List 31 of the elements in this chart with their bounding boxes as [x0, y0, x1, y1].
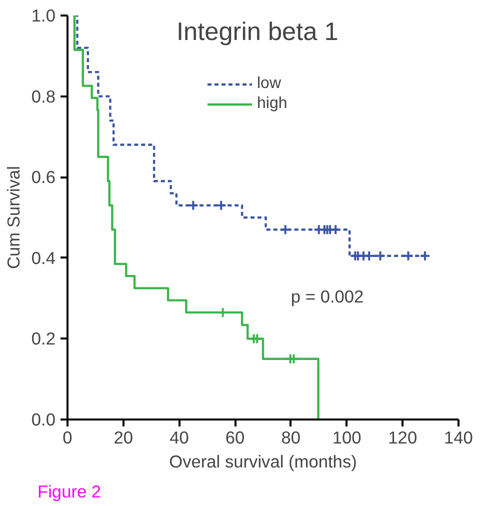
y-tick-label: 0.8	[31, 86, 56, 106]
point	[330, 224, 342, 236]
point	[288, 353, 300, 364]
x-tick-label: 0	[62, 428, 72, 448]
y-tick-label: 0.2	[31, 328, 56, 349]
caption: Figure 2	[38, 482, 102, 502]
x-tick-label: 20	[114, 428, 133, 448]
legend-label: low	[257, 75, 282, 93]
legend-label: high	[257, 95, 288, 113]
y-tick-label: 0.6	[31, 167, 56, 188]
point	[402, 250, 414, 262]
point	[374, 250, 386, 262]
point	[216, 200, 227, 211]
point	[419, 250, 430, 262]
point	[364, 250, 375, 262]
x-tick-label: 40	[170, 428, 189, 448]
y-axis-title: Cum Survival	[3, 166, 24, 270]
point	[252, 333, 263, 344]
point	[188, 200, 199, 211]
x-tick-label: 120	[388, 428, 418, 448]
annotation: p = 0.002	[290, 286, 364, 306]
y-tick-label: 0.0	[31, 410, 56, 430]
x-tick-label: 60	[225, 428, 245, 448]
y-tick-label: 0.4	[31, 248, 56, 268]
x-tick-label: 100	[332, 428, 362, 448]
y-tick-label: 1.0	[31, 6, 56, 26]
chart-title: Integrin beta 1	[176, 18, 338, 46]
x-tick-label: 80	[281, 428, 301, 448]
x-tick-label: 140	[444, 428, 473, 448]
point	[280, 224, 291, 236]
x-axis-title: Overal survival (months)	[169, 452, 357, 472]
